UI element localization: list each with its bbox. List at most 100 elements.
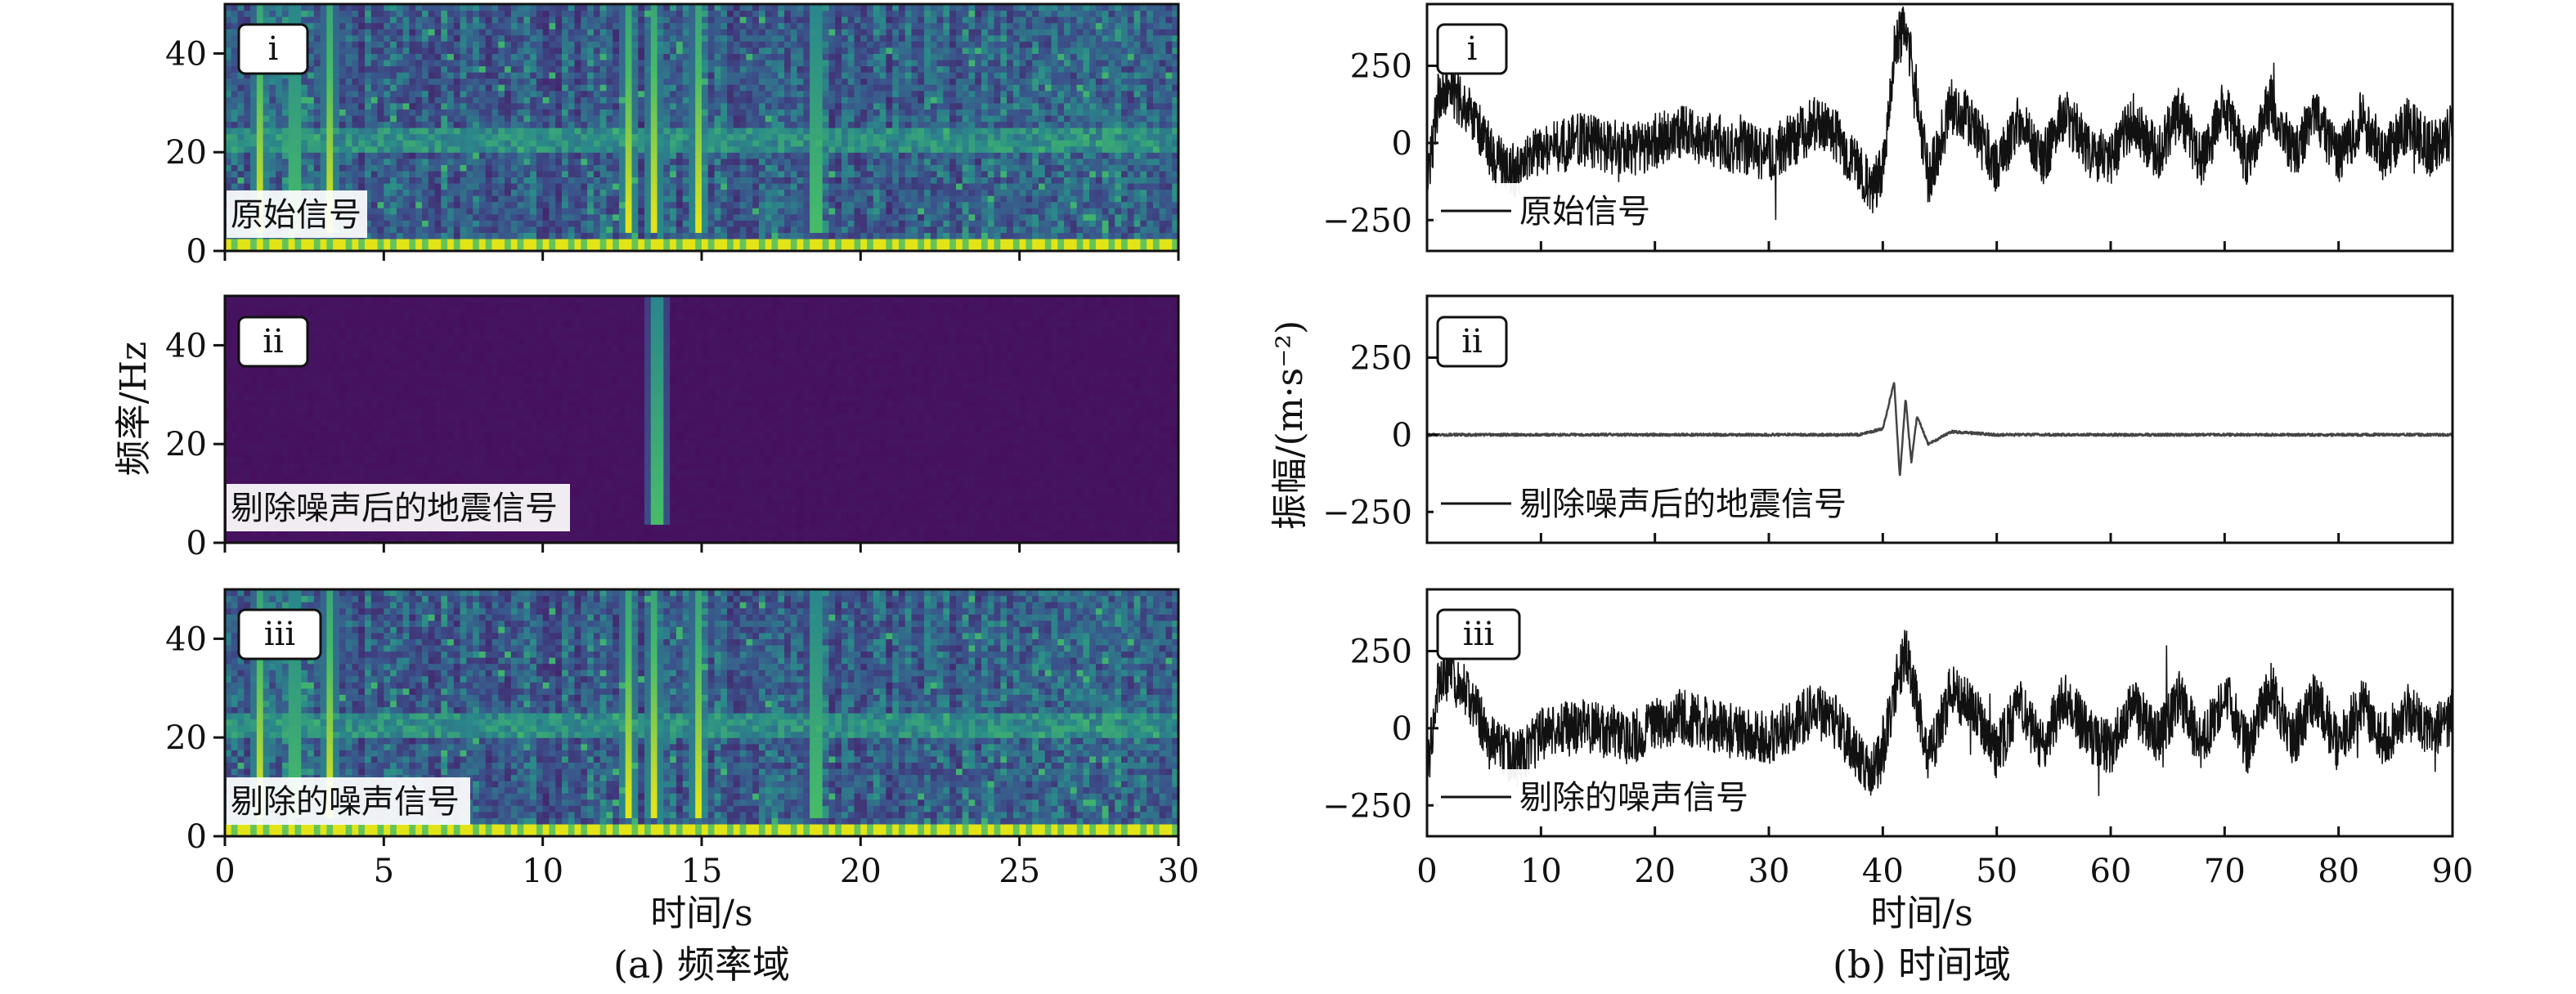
spectrogram-cell [485,65,493,73]
spectrogram-cell [1007,128,1014,135]
spectrogram-cell [244,84,251,92]
spectrogram-cell [460,158,467,165]
spectrogram-cell [860,244,868,251]
spectrogram-cell [904,170,913,177]
spectrogram-cell [320,41,327,48]
spectrogram-cell [555,65,563,73]
spectrogram-cell [530,232,537,240]
spectrogram-cell [962,226,970,233]
spectrogram-cell [358,177,366,184]
spectrogram-cell [478,29,487,36]
spectrogram-cell [955,34,963,42]
spectrogram-cell [873,121,881,128]
spectrogram-cell [790,121,798,128]
spectrogram-cell [250,238,258,246]
spectrogram-cell [409,41,416,48]
spectrogram-cell [485,128,493,135]
spectrogram-cell [510,84,518,92]
spectrogram-cell [536,16,544,24]
spectrogram-cell [301,90,308,97]
spectrogram-cell [841,29,849,36]
spectrogram-cell [225,53,232,60]
spectrogram-cell [447,177,455,184]
spectrogram-cell [879,244,887,251]
spectrogram-cell [574,29,581,36]
spectrogram-cell [822,238,830,246]
spectrogram-cell [409,34,416,42]
spectrogram-cell [281,170,289,177]
spectrogram-cell [847,102,855,110]
spectrogram-cell [377,65,384,73]
spectrogram-cell [943,22,950,29]
spectrogram-cell [771,164,779,172]
spectrogram-cell [453,140,461,147]
spectrogram-cell [421,59,429,67]
spectrogram-cell [466,158,473,165]
spectrogram-cell [854,16,861,24]
spectrogram-cell [377,16,384,24]
spectrogram-cell [485,133,493,141]
spectrogram-cell [784,16,792,24]
spectrogram-cell [434,41,442,48]
spectrogram-cell [358,238,366,246]
spectrogram-cell [695,109,702,116]
spectrogram-cell [854,189,861,196]
spectrogram-cell [377,41,384,48]
spectrogram-cell [682,189,690,196]
spectrogram-cell [466,146,473,153]
spectrogram-cell [549,244,556,251]
spectrogram-cell [936,34,944,42]
spectrogram-cell [269,102,276,110]
spectrogram-cell [714,164,721,172]
spectrogram-cell [396,96,404,104]
spectrogram-cell [498,128,505,135]
spectrogram-cell [797,128,804,135]
spectrogram-cell [790,133,798,141]
spectrogram-cell [784,53,792,60]
spectrogram-cell [860,189,868,196]
spectrogram-cell [784,10,792,17]
spectrogram-cell [987,22,995,29]
spectrogram-cell [370,158,379,165]
spectrogram-cell [333,34,340,42]
spectrogram-cell [784,213,792,221]
spectrogram-cell [574,53,581,60]
spectrogram-cell [892,226,900,233]
spectrogram-cell [898,201,906,208]
spectrogram-cell [930,201,938,208]
spectrogram-cell [281,121,289,128]
spectrogram-cell [561,96,569,104]
spectrogram-cell [441,201,448,208]
spectrogram-cell [778,90,785,97]
spectrogram-cell [994,232,1001,240]
spectrogram-cell [517,72,524,79]
spectrogram-cell [581,152,588,159]
spectrogram-cell [860,29,868,36]
spectrogram-cell [975,226,982,233]
spectrogram-cell [263,78,271,85]
spectrogram-cell [904,195,913,203]
spectrogram-cell [670,170,677,177]
spectrogram-cell [613,59,620,67]
spectrogram-cell [663,41,671,48]
spectrogram-cell [593,164,601,172]
spectrogram-cell [765,59,773,67]
spectrogram-cell [244,109,251,116]
spectrogram-cell [650,78,658,85]
spectrogram-cell [892,133,900,141]
spectrogram-cell [790,170,798,177]
spectrogram-cell [771,177,779,184]
spectrogram-cell [733,4,741,11]
spectrogram-cell [530,121,537,128]
spectrogram-cell [739,96,747,104]
spectrogram-cell [237,133,245,141]
spectrogram-cell [638,22,645,29]
spectrogram-cell [613,16,620,24]
spectrogram-cell [994,146,1001,153]
spectrogram-cell [568,201,576,208]
spectrogram-cell [485,189,493,196]
spectrogram-cell [949,152,957,159]
spectrogram-cell [955,170,963,177]
spectrogram-cell [765,158,773,165]
spectrogram-cell [822,34,830,42]
